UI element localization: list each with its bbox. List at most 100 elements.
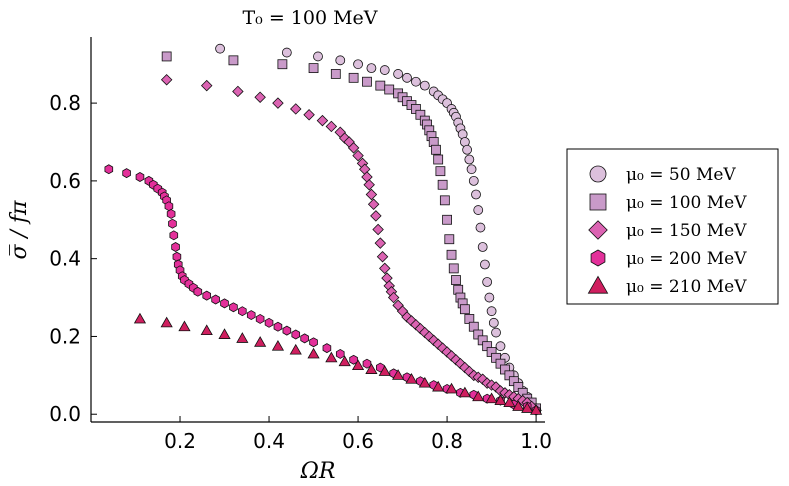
y-tick-label: 0.8 [49,91,81,115]
data-point [282,325,292,336]
data-point [503,396,516,408]
data-point [289,343,302,355]
data-point [521,402,534,413]
data-point [171,242,180,252]
data-point [458,386,471,398]
data-point [325,120,338,133]
data-point [365,363,378,374]
series-square [161,51,541,414]
data-point [418,376,431,388]
data-point [232,85,244,98]
data-point [352,149,364,162]
legend-label: μ₀ = 100 MeV [626,193,747,213]
data-point [433,154,444,165]
data-point [451,275,461,285]
data-point [464,154,475,165]
data-point [255,313,265,324]
data-point [448,263,459,274]
data-point [437,179,448,190]
data-point [466,164,477,175]
data-point [431,144,441,155]
data-point [473,205,484,215]
data-point [325,351,338,363]
data-point [160,74,173,86]
data-point [104,164,114,175]
data-point [218,328,231,339]
data-point [379,65,390,75]
data-point [348,72,359,83]
data-point [135,172,145,182]
x-tick-label: 0.4 [253,429,285,453]
data-point [459,304,470,315]
data-points [104,43,543,417]
data-point [281,47,292,58]
data-point [168,218,177,229]
data-point [290,103,302,115]
data-point [378,365,391,376]
data-point [512,400,525,411]
data-point [370,210,382,222]
y-tick-label: 0.0 [49,402,81,426]
data-point [122,168,131,179]
data-point [215,43,225,54]
data-point [480,259,490,270]
legend-entries: μ₀ = 50 MeV μ₀ = 100 MeV μ₀ = 150 MeV μ₀ = … [587,165,747,297]
data-point [169,230,179,241]
data-point [330,69,341,79]
data-point [384,84,395,95]
y-axis-label: σ̅ / fπ [7,200,32,260]
legend-label: μ₀ = 200 MeV [626,249,747,269]
data-point [486,306,497,317]
data-point [477,242,488,252]
data-point [435,166,446,177]
data-point [202,290,212,301]
data-point [353,59,363,70]
y-tick-label: 0.2 [49,324,81,348]
data-point [376,250,389,263]
data-point [303,109,315,121]
data-point [419,80,430,91]
legend-marker-triangle [587,275,609,294]
data-point [254,336,267,347]
series-triangle [133,312,543,415]
x-axis-label: ΩR [300,459,336,484]
data-point [335,348,345,359]
data-point [405,373,418,384]
data-point [411,76,421,87]
legend-marker-square [589,193,607,211]
data-point [133,312,147,324]
axes [90,37,545,423]
data-point [372,223,384,236]
data-point [363,179,375,191]
data-point [387,291,400,304]
x-tick-label: 1.0 [520,429,552,453]
data-point [374,237,387,249]
data-point [166,208,176,219]
data-point [468,175,479,186]
x-tick-label: 0.8 [431,429,463,453]
data-point [495,341,506,352]
legend-label: μ₀ = 150 MeV [626,221,747,241]
data-point [484,292,495,303]
data-point [316,114,329,127]
data-point [485,392,498,404]
series-circle [215,43,541,414]
data-point [491,327,501,338]
chart-title: T₀ = 100 MeV [242,7,377,29]
data-point [254,91,266,104]
data-point [362,76,372,87]
data-point [347,142,360,154]
data-point [246,310,256,321]
y-tick-label: 0.6 [49,169,81,193]
data-point [444,234,455,245]
data-point [367,198,380,210]
data-point [335,55,346,66]
legend-label: μ₀ = 50 MeV [626,165,736,185]
data-point [313,51,323,62]
data-point [211,294,220,305]
data-point [229,302,238,313]
data-point [379,262,391,275]
data-point [402,72,412,83]
data-point [494,394,507,406]
data-point [445,382,458,394]
